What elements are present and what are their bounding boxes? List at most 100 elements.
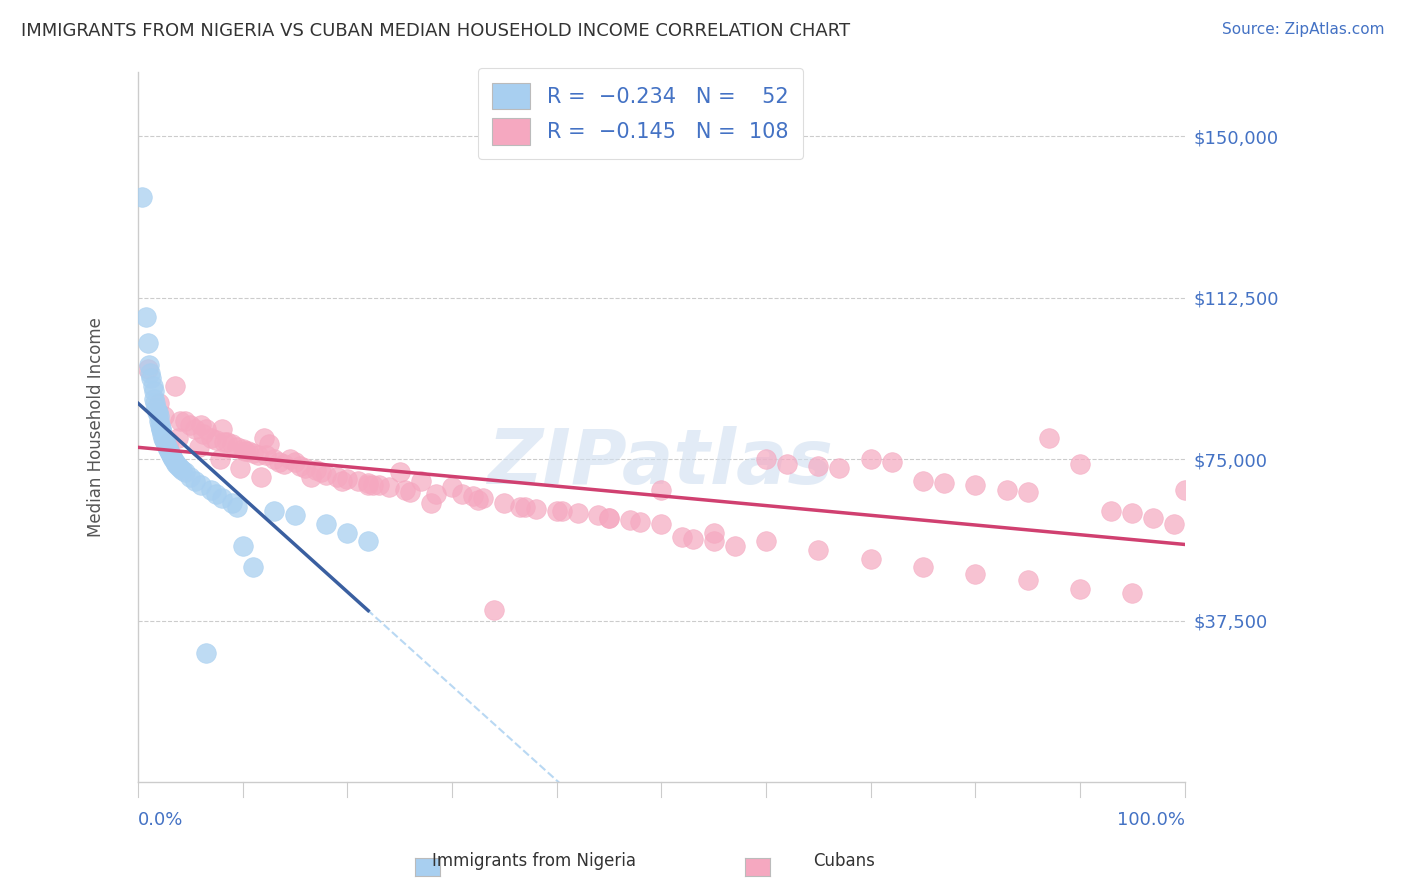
Point — [190, 417, 212, 432]
Point — [357, 478, 380, 492]
Point — [153, 433, 176, 447]
Point — [1069, 582, 1091, 596]
Point — [242, 446, 264, 460]
Point — [162, 450, 184, 465]
Text: Median Household Income: Median Household Income — [87, 318, 105, 537]
Text: Source: ZipAtlas.com: Source: ZipAtlas.com — [1222, 22, 1385, 37]
Point — [330, 474, 353, 488]
Point — [150, 426, 173, 441]
Point — [807, 542, 830, 557]
Point — [628, 515, 651, 529]
Point — [284, 508, 307, 523]
Point — [145, 401, 167, 415]
Point — [598, 510, 620, 524]
Point — [252, 431, 274, 445]
Point — [212, 435, 235, 450]
Point — [995, 483, 1018, 497]
Point — [420, 495, 443, 509]
Point — [755, 452, 778, 467]
Point — [723, 539, 745, 553]
Point — [336, 525, 359, 540]
Point — [551, 504, 574, 518]
Point — [153, 435, 176, 450]
Point — [682, 532, 704, 546]
Point — [288, 458, 311, 473]
Point — [152, 431, 174, 445]
Point — [515, 500, 537, 514]
Text: 100.0%: 100.0% — [1116, 811, 1185, 829]
Point — [567, 506, 589, 520]
Point — [451, 487, 474, 501]
Point — [148, 396, 170, 410]
Point — [1174, 483, 1197, 497]
Point — [142, 392, 165, 406]
Point — [388, 466, 411, 480]
Point — [159, 446, 181, 460]
Point — [399, 484, 422, 499]
Point — [965, 478, 987, 492]
Point — [911, 474, 934, 488]
Point — [363, 478, 385, 492]
Point — [166, 431, 188, 445]
Point — [155, 437, 177, 451]
Point — [179, 469, 201, 483]
Point — [221, 495, 243, 509]
Point — [250, 469, 273, 483]
Point — [179, 417, 201, 432]
Point — [671, 530, 693, 544]
Point — [326, 469, 349, 483]
Point — [174, 414, 197, 428]
Point — [357, 476, 380, 491]
Point — [357, 534, 380, 549]
Point — [1017, 573, 1039, 587]
Point — [494, 495, 516, 509]
Point — [200, 431, 222, 445]
Point — [273, 457, 295, 471]
Point — [145, 405, 167, 419]
Text: ZIPatlas: ZIPatlas — [488, 425, 834, 500]
Point — [215, 435, 238, 450]
Point — [229, 461, 252, 475]
Point — [703, 525, 725, 540]
Point — [1069, 457, 1091, 471]
Point — [315, 517, 337, 532]
Point — [257, 437, 280, 451]
Point — [509, 500, 531, 514]
Text: 0.0%: 0.0% — [138, 811, 183, 829]
Point — [148, 409, 170, 424]
Point — [153, 409, 176, 424]
Point — [142, 384, 165, 398]
Point — [378, 480, 401, 494]
Text: Immigrants from Nigeria: Immigrants from Nigeria — [432, 852, 637, 870]
Point — [232, 442, 254, 456]
Point — [336, 472, 359, 486]
Point — [170, 463, 193, 477]
Point — [269, 454, 291, 468]
Point — [467, 493, 489, 508]
Point — [588, 508, 610, 523]
Point — [141, 379, 163, 393]
Point — [650, 517, 672, 532]
Point — [162, 452, 184, 467]
Text: IMMIGRANTS FROM NIGERIA VS CUBAN MEDIAN HOUSEHOLD INCOME CORRELATION CHART: IMMIGRANTS FROM NIGERIA VS CUBAN MEDIAN … — [21, 22, 851, 40]
Text: Cubans: Cubans — [813, 852, 875, 870]
Point — [141, 370, 163, 384]
Point — [191, 426, 214, 441]
Point — [1017, 484, 1039, 499]
Point — [205, 487, 228, 501]
Point — [880, 454, 903, 468]
Point — [242, 560, 264, 574]
Point — [755, 534, 778, 549]
Point — [190, 478, 212, 492]
Point — [143, 396, 166, 410]
Point — [278, 452, 301, 467]
Point — [169, 461, 191, 475]
Point — [703, 534, 725, 549]
Point — [1038, 431, 1060, 445]
Point — [157, 435, 180, 450]
Point — [619, 513, 641, 527]
Point — [194, 646, 217, 660]
Point — [184, 474, 207, 488]
Point — [546, 504, 568, 518]
Point — [284, 454, 307, 468]
